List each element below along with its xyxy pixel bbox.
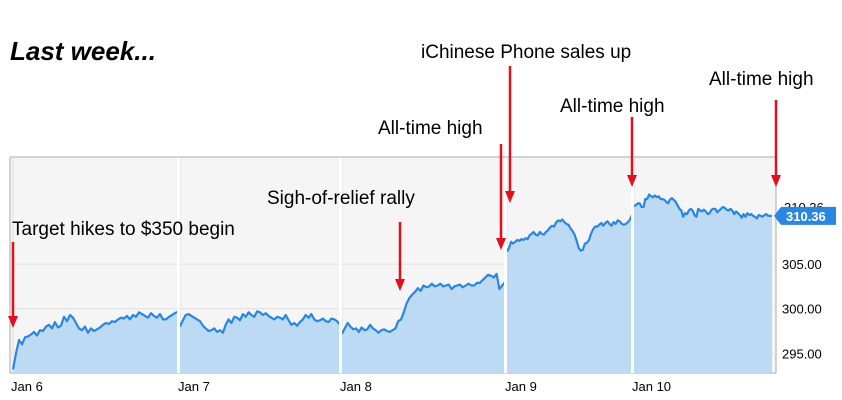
current-price-label: 310.36 <box>786 209 826 224</box>
annotation-arrow-head <box>8 316 18 328</box>
day-separator <box>177 158 180 373</box>
y-tick-label: 305.00 <box>782 257 822 272</box>
annotation-arrow-head <box>627 175 637 187</box>
day-separator <box>339 158 342 373</box>
x-tick-label: Jan 9 <box>505 379 537 394</box>
current-price-badge <box>774 206 836 225</box>
x-tick-label: Jan 10 <box>632 379 671 394</box>
price-area-jan-8 <box>342 273 505 373</box>
price-line-jan-8 <box>341 272 506 335</box>
annotation-label: Target hikes to $350 begin <box>12 219 235 240</box>
annotation-label: iChinese Phone sales up <box>421 42 631 63</box>
day-separator <box>504 158 507 373</box>
price-line-jan-10 <box>633 193 772 220</box>
annotation-arrow-head <box>496 238 506 250</box>
price-area-jan-9 <box>507 215 632 373</box>
annotation-label: All-time high <box>378 118 483 139</box>
annotation-label: Sigh-of-relief rally <box>267 188 415 209</box>
annotation-label: All-time high <box>560 96 665 117</box>
day-separator <box>631 158 634 373</box>
price-area-jan-7 <box>180 311 340 373</box>
x-tick-label: Jan 6 <box>11 379 43 394</box>
annotation-arrow-head <box>395 279 405 291</box>
annotation-arrow-head <box>505 191 515 203</box>
price-area-jan-10 <box>634 194 772 373</box>
chart-heading: Last week... <box>10 36 156 66</box>
y-tick-label: 300.00 <box>782 302 822 317</box>
x-tick-label: Jan 7 <box>178 379 210 394</box>
y-tick-label: 295.00 <box>782 346 822 361</box>
annotation-arrow-head <box>771 175 781 187</box>
price-line-jan-6 <box>11 310 179 370</box>
price-line-jan-9 <box>506 214 634 253</box>
annotation-label: All-time high <box>709 69 814 90</box>
x-tick-label: Jan 8 <box>340 379 372 394</box>
price-line-jan-7 <box>179 310 341 334</box>
price-area-jan-6 <box>13 311 178 373</box>
